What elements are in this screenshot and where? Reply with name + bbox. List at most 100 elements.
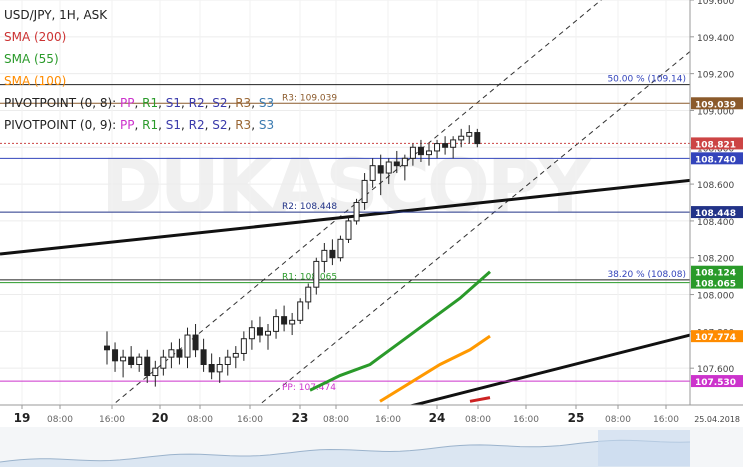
price-tag-bg-0 bbox=[691, 97, 743, 110]
candle-16 bbox=[232, 346, 239, 369]
candle-body-34 bbox=[377, 165, 384, 174]
chart-title: USD/JPY, 1H, ASK bbox=[4, 8, 108, 22]
candle-17 bbox=[240, 331, 247, 361]
candle-34 bbox=[377, 154, 384, 196]
candle-body-37 bbox=[401, 157, 408, 167]
x-tick-label-0: 19 bbox=[14, 411, 31, 425]
y-tick-label-10: 107.600 bbox=[697, 365, 734, 375]
candle-body-41 bbox=[434, 143, 441, 152]
candle-body-3 bbox=[128, 356, 135, 365]
candle-46 bbox=[474, 128, 481, 148]
candle-21 bbox=[273, 309, 280, 339]
navigator-line bbox=[0, 439, 691, 463]
x-tick-label-6: 23 bbox=[292, 411, 309, 425]
candle-29 bbox=[337, 235, 344, 262]
candle-2 bbox=[120, 349, 127, 378]
candle-body-5 bbox=[144, 356, 151, 377]
candle-37 bbox=[401, 154, 408, 181]
candle-body-23 bbox=[289, 319, 296, 325]
candle-body-38 bbox=[409, 146, 416, 159]
candle-44 bbox=[458, 128, 465, 148]
price-tag-6: 107.774 bbox=[695, 333, 736, 343]
candle-18 bbox=[248, 320, 255, 350]
price-tag-0: 109.039 bbox=[695, 100, 736, 110]
y-tick-label-6: 108.400 bbox=[697, 218, 734, 228]
candle-body-13 bbox=[208, 364, 215, 373]
time-axis-bg bbox=[0, 405, 743, 427]
pivot-b-s3: S3 bbox=[258, 118, 275, 132]
candle-42 bbox=[442, 136, 449, 155]
y-tick-label-8: 108.000 bbox=[697, 292, 734, 302]
legend-sma200[interactable]: SMA (200) bbox=[4, 30, 67, 44]
candle-12 bbox=[200, 338, 207, 372]
candle-36 bbox=[393, 150, 400, 174]
candle-body-35 bbox=[385, 161, 392, 174]
pivot-b-s2: S2 bbox=[212, 118, 228, 132]
channel-lower bbox=[247, 51, 691, 415]
trendline-lower bbox=[399, 333, 691, 411]
price-tag-7: 107.530 bbox=[695, 378, 736, 388]
x-tick-label-4: 08:00 bbox=[187, 415, 213, 425]
price-tag-2: 108.740 bbox=[695, 155, 736, 165]
candle-body-14 bbox=[216, 364, 223, 373]
y-tick-label-2: 109.200 bbox=[697, 71, 734, 81]
legend-pivot-b[interactable]: PIVOTPOINT (0, 9): PP, R1, S1, R2, S2, R… bbox=[4, 118, 275, 132]
candle-body-18 bbox=[248, 327, 255, 340]
price-tag-5: 108.065 bbox=[695, 280, 736, 290]
trendline-upper bbox=[0, 178, 691, 256]
sma100-line bbox=[379, 334, 491, 403]
pivot-b-label: PIVOTPOINT (0, 9): bbox=[4, 118, 121, 132]
level-label-5: R1: 108.065 bbox=[282, 273, 337, 283]
candle-body-9 bbox=[176, 349, 183, 358]
candle-7 bbox=[160, 349, 167, 376]
x-tick-label-3: 20 bbox=[152, 411, 169, 425]
level-label-0: 50.00 % (109.14) bbox=[607, 75, 686, 85]
price-tag-4: 108.124 bbox=[695, 269, 736, 279]
candle-body-12 bbox=[200, 349, 207, 366]
candle-body-8 bbox=[168, 349, 175, 358]
price-tag-1: 108.821 bbox=[695, 140, 736, 150]
level-label-4: 38.20 % (108.08) bbox=[607, 270, 686, 280]
candle-45 bbox=[466, 125, 473, 144]
x-tick-label-8: 16:00 bbox=[375, 415, 401, 425]
navigator-window bbox=[598, 430, 690, 466]
chart-legend: USD/JPY, 1H, ASK SMA (200) SMA (55) SMA … bbox=[4, 4, 274, 136]
candle-3 bbox=[128, 346, 135, 369]
candle-27 bbox=[321, 243, 328, 273]
y-tick-label-3: 109.000 bbox=[697, 107, 734, 117]
pivot-a-label: PIVOTPOINT (0, 8): bbox=[4, 96, 121, 110]
x-tick-label-1: 08:00 bbox=[47, 415, 73, 425]
pivot-b-pp: PP bbox=[120, 118, 135, 132]
pivot-b-r2: R2 bbox=[188, 118, 205, 132]
y-tick-label-1: 109.400 bbox=[697, 34, 734, 44]
candle-body-31 bbox=[353, 202, 360, 222]
candle-15 bbox=[224, 349, 231, 376]
x-tick-label-5: 16:00 bbox=[237, 415, 263, 425]
candle-body-21 bbox=[273, 316, 280, 332]
pivot-a-pp: PP bbox=[120, 96, 135, 110]
candle-body-4 bbox=[136, 356, 143, 365]
candle-body-46 bbox=[474, 132, 481, 145]
candle-4 bbox=[136, 353, 143, 372]
x-tick-label-11: 16:00 bbox=[513, 415, 539, 425]
pivot-a-s2: S2 bbox=[212, 96, 228, 110]
candle-body-7 bbox=[160, 356, 167, 369]
legend-pivot-a[interactable]: PIVOTPOINT (0, 8): PP, R1, S1, R2, S2, R… bbox=[4, 96, 275, 110]
candle-body-43 bbox=[450, 139, 457, 148]
pivot-a-s3: S3 bbox=[258, 96, 275, 110]
price-tag-bg-2 bbox=[691, 152, 743, 165]
candle-19 bbox=[256, 316, 263, 343]
legend-sma55[interactable]: SMA (55) bbox=[4, 52, 59, 66]
price-tag-bg-4 bbox=[691, 265, 743, 278]
candle-30 bbox=[345, 217, 352, 243]
candle-body-19 bbox=[256, 327, 263, 336]
legend-sma100[interactable]: SMA (100) bbox=[4, 74, 67, 88]
candle-body-22 bbox=[281, 316, 288, 325]
candle-26 bbox=[313, 257, 320, 295]
candle-body-36 bbox=[393, 161, 400, 167]
pivot-a-r1: R1 bbox=[142, 96, 159, 110]
candle-43 bbox=[450, 136, 457, 159]
candle-body-32 bbox=[361, 179, 368, 203]
